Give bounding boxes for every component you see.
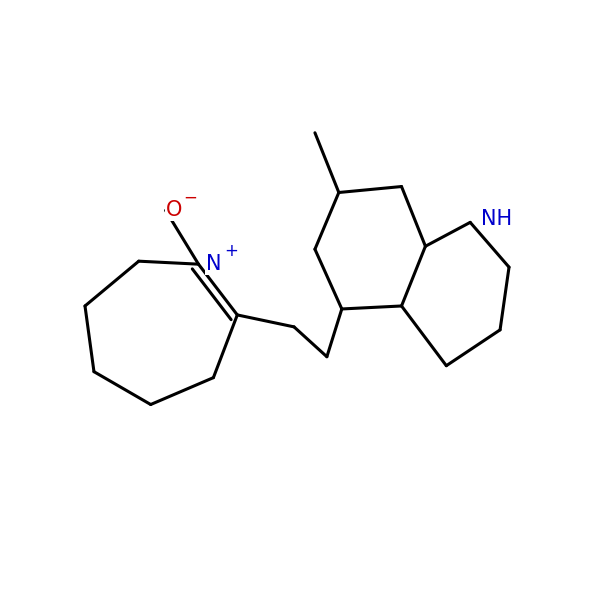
- Text: NH: NH: [481, 209, 512, 229]
- Text: −: −: [184, 188, 197, 206]
- Text: O: O: [166, 200, 182, 220]
- Text: N: N: [206, 254, 221, 274]
- Text: +: +: [225, 242, 239, 260]
